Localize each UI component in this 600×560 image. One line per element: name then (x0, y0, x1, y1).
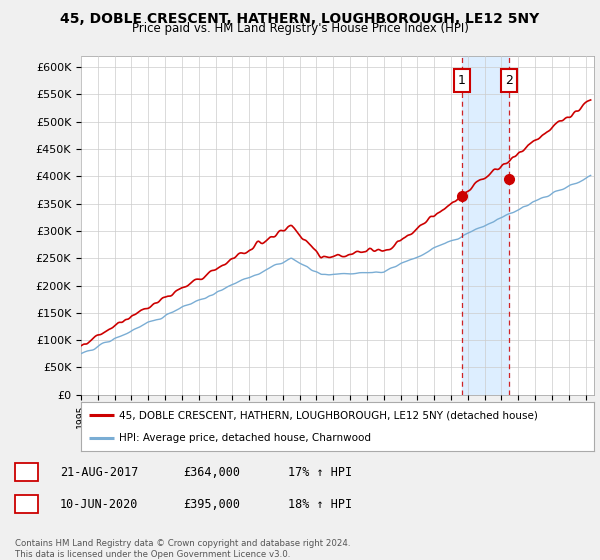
Text: 45, DOBLE CRESCENT, HATHERN, LOUGHBOROUGH, LE12 5NY (detached house): 45, DOBLE CRESCENT, HATHERN, LOUGHBOROUG… (119, 410, 538, 421)
Text: £395,000: £395,000 (183, 497, 240, 511)
Text: 21-AUG-2017: 21-AUG-2017 (60, 465, 139, 479)
Text: HPI: Average price, detached house, Charnwood: HPI: Average price, detached house, Char… (119, 433, 371, 444)
Bar (462, 56, 509, 395)
Text: 2: 2 (23, 497, 30, 511)
Text: Price paid vs. HM Land Registry's House Price Index (HPI): Price paid vs. HM Land Registry's House … (131, 22, 469, 35)
Text: 45, DOBLE CRESCENT, HATHERN, LOUGHBOROUGH, LE12 5NY: 45, DOBLE CRESCENT, HATHERN, LOUGHBOROUG… (61, 12, 539, 26)
FancyBboxPatch shape (501, 68, 517, 92)
Text: 1: 1 (458, 73, 466, 87)
Text: £364,000: £364,000 (183, 465, 240, 479)
Text: 10-JUN-2020: 10-JUN-2020 (60, 497, 139, 511)
FancyBboxPatch shape (454, 68, 470, 92)
Text: 17% ↑ HPI: 17% ↑ HPI (288, 465, 352, 479)
Text: 1: 1 (23, 465, 30, 479)
Text: 18% ↑ HPI: 18% ↑ HPI (288, 497, 352, 511)
Text: 2: 2 (505, 73, 513, 87)
Text: Contains HM Land Registry data © Crown copyright and database right 2024.
This d: Contains HM Land Registry data © Crown c… (15, 539, 350, 559)
